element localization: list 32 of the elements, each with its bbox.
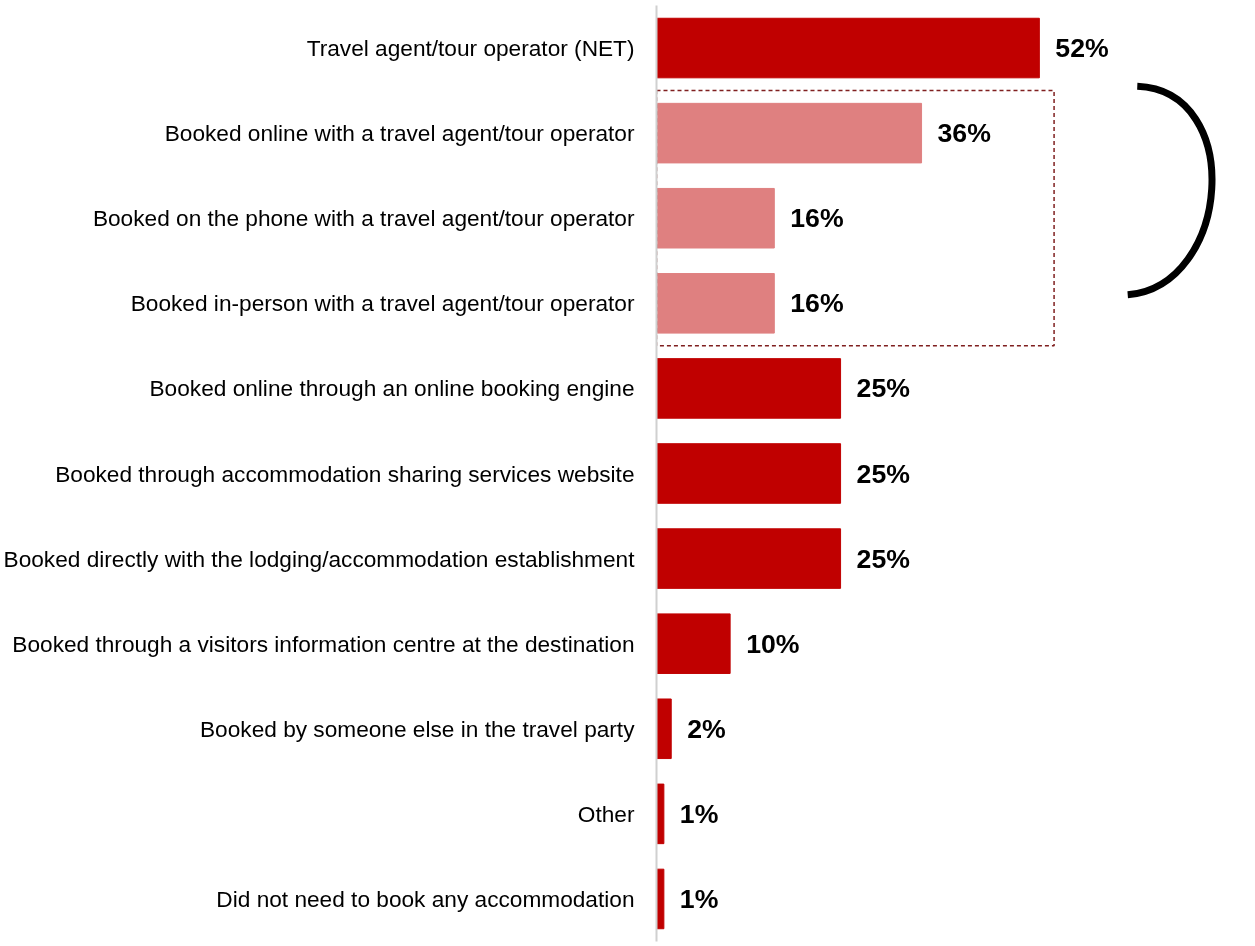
data-label: 1%	[679, 798, 719, 829]
data-label: 25%	[856, 543, 910, 574]
y-tick-label: Other	[577, 800, 635, 827]
data-label: 25%	[856, 458, 910, 489]
data-label: 25%	[856, 373, 910, 404]
bar	[656, 698, 672, 760]
data-label: 52%	[1055, 33, 1109, 64]
y-tick-label: Booked by someone else in the travel party	[200, 715, 636, 742]
bar	[656, 17, 1040, 79]
y-tick-label: Travel agent/tour operator (NET)	[306, 35, 635, 62]
bar	[656, 273, 775, 334]
data-label: 36%	[937, 118, 991, 149]
bar	[656, 783, 665, 845]
data-label: 16%	[790, 203, 844, 234]
y-tick-label: Booked in-person with a travel agent/tour operator	[130, 290, 635, 317]
bar	[656, 528, 842, 589]
y-tick-label: Booked through accommodation sharing services website	[55, 460, 635, 487]
data-label: 16%	[790, 288, 844, 319]
y-tick-label: Booked online with a travel agent/tour operator	[164, 120, 635, 147]
data-label: 10%	[746, 628, 800, 659]
bar	[656, 187, 775, 249]
y-tick-label: Booked on the phone with a travel agent/tour operator	[92, 205, 635, 232]
y-tick-label: Did not need to book any accommodation	[216, 885, 635, 912]
y-tick-label: Booked directly with the lodging/accommodation establishment	[3, 545, 636, 572]
bar	[656, 102, 923, 164]
bar	[656, 358, 842, 419]
bar	[656, 443, 842, 504]
data-label: 1%	[679, 883, 719, 914]
y-tick-label: Booked online through an online booking engine	[149, 375, 635, 402]
data-label: 2%	[687, 713, 726, 744]
bar	[656, 613, 731, 674]
y-tick-label: Booked through a visitors information centre at the destination	[12, 630, 635, 657]
